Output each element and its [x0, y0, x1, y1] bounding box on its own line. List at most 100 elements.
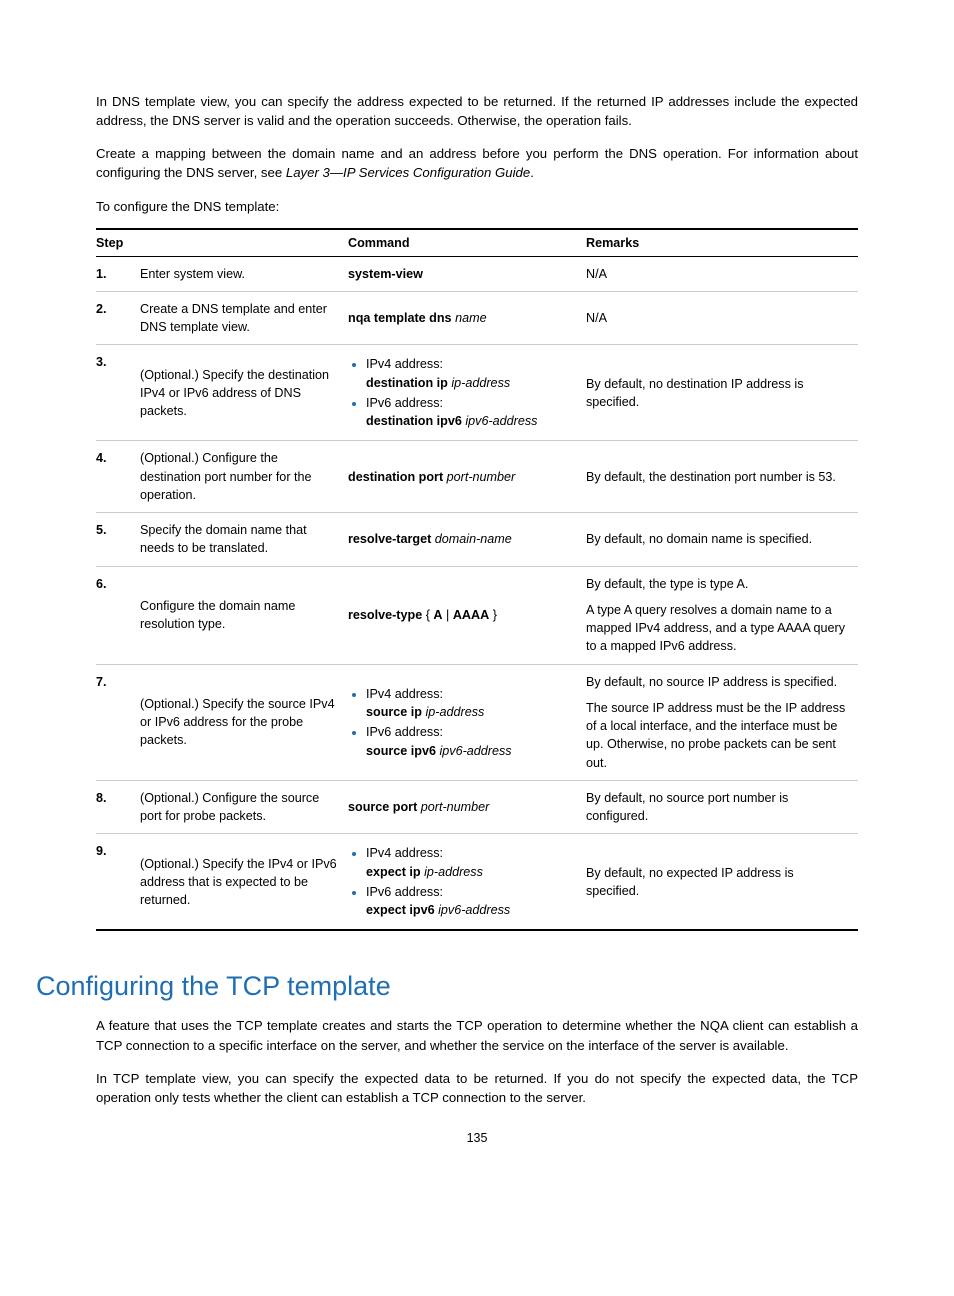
page-container: In DNS template view, you can specify th…: [0, 0, 954, 1185]
step-desc: Create a DNS template and enter DNS temp…: [140, 291, 348, 345]
step-number: 4.: [96, 441, 140, 513]
table-row: 4. (Optional.) Configure the destination…: [96, 441, 858, 513]
step-remarks: By default, the destination port number …: [586, 441, 858, 513]
cmd-bullet-item: IPv6 address: destination ipv6 ipv6-addr…: [366, 394, 576, 431]
cmd-ital: ipv6-address: [465, 414, 537, 428]
table-row: 1. Enter system view. system-view N/A: [96, 256, 858, 291]
intro-p2-text-b: .: [530, 165, 534, 180]
cmd-bold: system-view: [348, 267, 423, 281]
th-step: Step: [96, 229, 348, 257]
table-row: 3. (Optional.) Specify the destination I…: [96, 345, 858, 441]
cmd-bullet-item: IPv6 address: expect ipv6 ipv6-address: [366, 883, 576, 920]
cmd-part: |: [443, 608, 453, 622]
bullet-label: IPv4 address:: [366, 846, 443, 860]
cmd-part: }: [489, 608, 497, 622]
step-remarks: By default, no source IP address is spec…: [586, 664, 858, 780]
table-header-row: Step Command Remarks: [96, 229, 858, 257]
th-command: Command: [348, 229, 586, 257]
cmd-bold: destination ip: [366, 376, 451, 390]
page-number: 135: [96, 1131, 858, 1145]
bullet-label: IPv6 address:: [366, 396, 443, 410]
step-number: 5.: [96, 513, 140, 567]
section-heading-tcp-template: Configuring the TCP template: [36, 971, 858, 1002]
dns-template-config-table: Step Command Remarks 1. Enter system vie…: [96, 228, 858, 932]
step-desc: Enter system view.: [140, 256, 348, 291]
step-command: system-view: [348, 256, 586, 291]
remarks-line: The source IP address must be the IP add…: [586, 699, 848, 772]
step-number: 1.: [96, 256, 140, 291]
intro-paragraph-1: In DNS template view, you can specify th…: [96, 92, 858, 130]
step-desc: (Optional.) Specify the IPv4 or IPv6 add…: [140, 834, 348, 931]
cmd-ital: domain-name: [435, 532, 512, 546]
step-desc: (Optional.) Specify the destination IPv4…: [140, 345, 348, 441]
intro-p2-italic-ref: Layer 3—IP Services Configuration Guide: [286, 165, 530, 180]
cmd-bold: destination port: [348, 470, 447, 484]
step-number: 9.: [96, 834, 140, 931]
step-number: 8.: [96, 780, 140, 834]
step-remarks: By default, the type is type A. A type A…: [586, 566, 858, 664]
step-desc: Specify the domain name that needs to be…: [140, 513, 348, 567]
cmd-bold: source ip: [366, 705, 426, 719]
step-command: IPv4 address: destination ip ip-address …: [348, 345, 586, 441]
step-number: 6.: [96, 566, 140, 664]
cmd-ital: port-number: [447, 470, 516, 484]
cmd-bullet-item: IPv4 address: destination ip ip-address: [366, 355, 576, 392]
cmd-part: resolve-type: [348, 608, 426, 622]
step-remarks: By default, no domain name is specified.: [586, 513, 858, 567]
step-command: destination port port-number: [348, 441, 586, 513]
cmd-bullet-item: IPv4 address: expect ip ip-address: [366, 844, 576, 881]
cmd-bullet-list: IPv4 address: destination ip ip-address …: [348, 355, 576, 430]
step-remarks: N/A: [586, 256, 858, 291]
th-remarks: Remarks: [586, 229, 858, 257]
step-command: IPv4 address: expect ip ip-address IPv6 …: [348, 834, 586, 931]
step-command: IPv4 address: source ip ip-address IPv6 …: [348, 664, 586, 780]
cmd-ital: ip-address: [424, 865, 483, 879]
cmd-bold: nqa template dns: [348, 311, 455, 325]
step-command: source port port-number: [348, 780, 586, 834]
step-remarks: By default, no expected IP address is sp…: [586, 834, 858, 931]
step-desc: (Optional.) Configure the destination po…: [140, 441, 348, 513]
section-paragraph-2: In TCP template view, you can specify th…: [96, 1069, 858, 1107]
remarks-line: By default, no source IP address is spec…: [586, 673, 848, 691]
table-row: 6. Configure the domain name resolution …: [96, 566, 858, 664]
step-remarks: By default, no source port number is con…: [586, 780, 858, 834]
step-desc: (Optional.) Specify the source IPv4 or I…: [140, 664, 348, 780]
step-desc: Configure the domain name resolution typ…: [140, 566, 348, 664]
table-row: 7. (Optional.) Specify the source IPv4 o…: [96, 664, 858, 780]
intro-paragraph-3: To configure the DNS template:: [96, 197, 858, 216]
cmd-bold: expect ipv6: [366, 903, 438, 917]
cmd-ital: name: [455, 311, 487, 325]
step-command: resolve-target domain-name: [348, 513, 586, 567]
remarks-line: By default, the type is type A.: [586, 575, 848, 593]
cmd-bullet-item: IPv6 address: source ipv6 ipv6-address: [366, 723, 576, 760]
step-number: 3.: [96, 345, 140, 441]
cmd-bold: source ipv6: [366, 744, 440, 758]
cmd-bold: destination ipv6: [366, 414, 465, 428]
table-row: 2. Create a DNS template and enter DNS t…: [96, 291, 858, 345]
section-paragraph-1: A feature that uses the TCP template cre…: [96, 1016, 858, 1054]
bullet-label: IPv6 address:: [366, 885, 443, 899]
step-command: nqa template dns name: [348, 291, 586, 345]
cmd-bullet-list: IPv4 address: source ip ip-address IPv6 …: [348, 685, 576, 760]
bullet-label: IPv4 address:: [366, 357, 443, 371]
remarks-line: A type A query resolves a domain name to…: [586, 601, 848, 656]
cmd-bold: expect ip: [366, 865, 424, 879]
cmd-part: A: [433, 608, 442, 622]
table-row: 9. (Optional.) Specify the IPv4 or IPv6 …: [96, 834, 858, 931]
cmd-bold: resolve-target: [348, 532, 435, 546]
step-remarks: N/A: [586, 291, 858, 345]
step-command: resolve-type { A | AAAA }: [348, 566, 586, 664]
table-row: 8. (Optional.) Configure the source port…: [96, 780, 858, 834]
cmd-part: AAAA: [453, 608, 489, 622]
table-row: 5. Specify the domain name that needs to…: [96, 513, 858, 567]
cmd-ital: ip-address: [451, 376, 510, 390]
cmd-bullet-list: IPv4 address: expect ip ip-address IPv6 …: [348, 844, 576, 919]
cmd-ital: ipv6-address: [440, 744, 512, 758]
bullet-label: IPv4 address:: [366, 687, 443, 701]
cmd-bold: source port: [348, 800, 421, 814]
step-number: 2.: [96, 291, 140, 345]
cmd-ital: ip-address: [426, 705, 485, 719]
cmd-ital: port-number: [421, 800, 490, 814]
step-number: 7.: [96, 664, 140, 780]
cmd-ital: ipv6-address: [438, 903, 510, 917]
